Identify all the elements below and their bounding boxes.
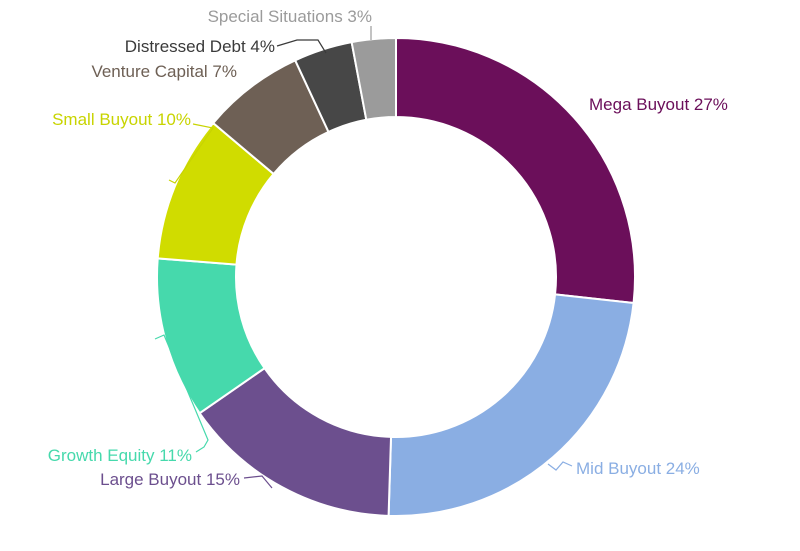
label-mid-buyout: Mid Buyout 24% [576, 459, 700, 478]
label-small-buyout: Small Buyout 10% [52, 110, 191, 129]
label-mega-buyout: Mega Buyout 27% [589, 95, 728, 114]
label-large-buyout: Large Buyout 15% [100, 470, 240, 489]
leader-line-mid-buyout [547, 461, 573, 471]
donut-slices [156, 36, 637, 517]
slice-labels: Mega Buyout 27% Mid Buyout 24% Large Buyou… [48, 7, 728, 489]
leader-line-distressed-debt [276, 39, 327, 54]
label-growth-equity: Growth Equity 11% [48, 446, 192, 465]
leader-line-growth-equity [154, 334, 209, 453]
label-leader-lines [154, 26, 573, 489]
slice-special-situations [350, 36, 397, 121]
label-distressed-debt: Distressed Debt 4% [125, 37, 275, 56]
label-special-situations: Special Situations 3% [208, 7, 372, 26]
leader-line-small-buyout [168, 123, 215, 184]
leader-line-large-buyout [243, 475, 273, 489]
label-venture-capital: Venture Capital 7% [91, 62, 237, 81]
slice-mega-buyout [395, 36, 637, 305]
slice-mid-buyout [387, 293, 635, 517]
